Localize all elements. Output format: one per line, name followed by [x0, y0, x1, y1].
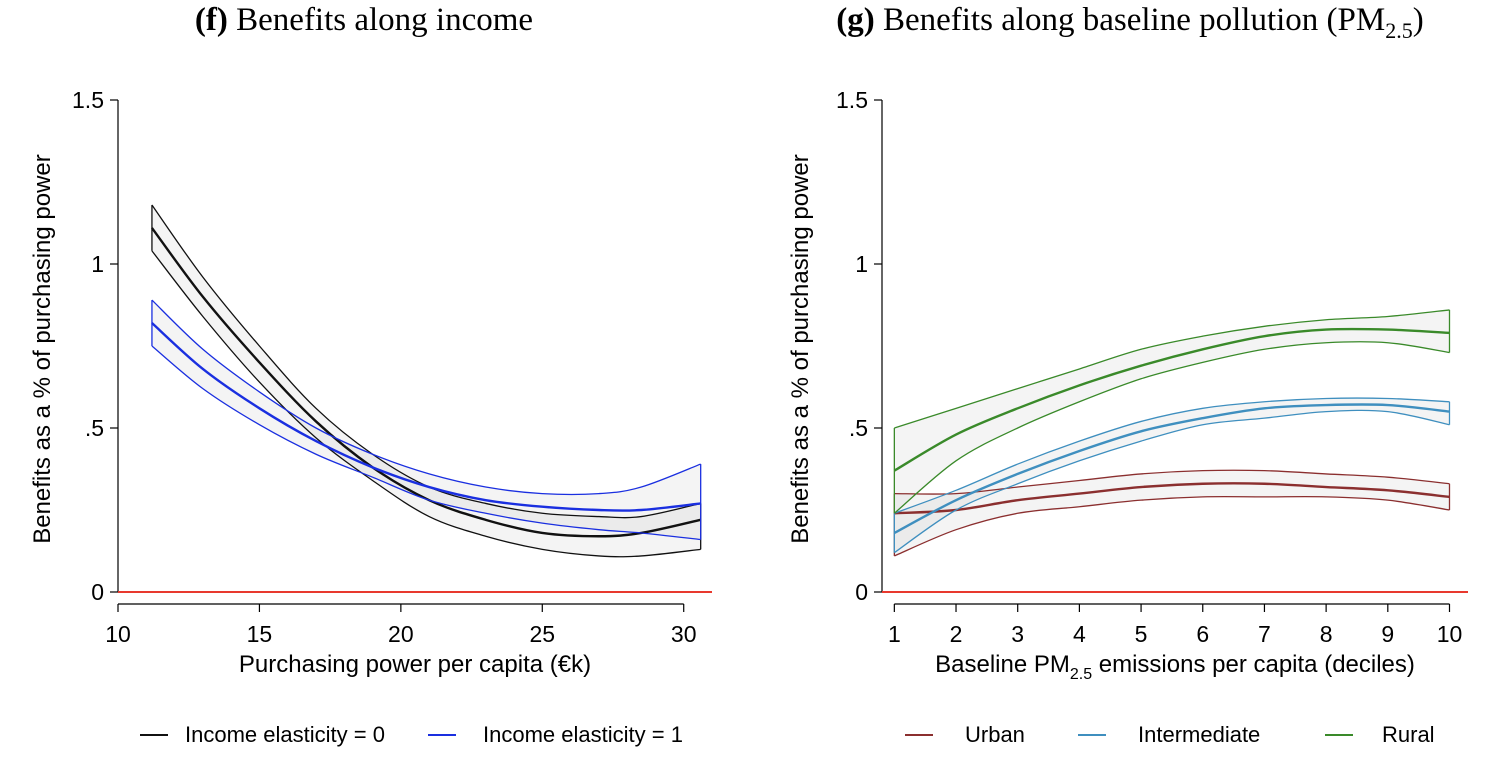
y-tick-label: .5 — [849, 415, 868, 441]
band-lower-edge — [151, 345, 701, 541]
y-tick-label: 1 — [91, 251, 104, 277]
series-line — [151, 322, 701, 512]
series-line — [893, 403, 1450, 535]
legend-label: Income elasticity = 0 — [185, 722, 385, 747]
x-tick-label: 15 — [247, 621, 273, 647]
chart-panel-income: 0 .5 1 1.5 10 15 20 25 30 Benefits as a % of purc… — [29, 87, 712, 747]
x-tick-label: 4 — [1073, 621, 1086, 647]
x-tick-label: 5 — [1135, 621, 1148, 647]
series-line — [894, 482, 1450, 515]
x-axis-label: Baseline PM2.5 emissions per capita (dec… — [935, 651, 1415, 683]
y-tick-label: 0 — [855, 579, 868, 605]
x-tick-label: 1 — [888, 621, 901, 647]
series-line — [150, 227, 701, 538]
x-tick-label: 20 — [388, 621, 414, 647]
y-tick-label: 0 — [91, 579, 104, 605]
y-axis-label: Benefits as a % of purchasing power — [29, 154, 56, 544]
confidence-band — [894, 398, 1450, 553]
y-tick-label: .5 — [85, 415, 104, 441]
x-tick-label: 7 — [1258, 621, 1271, 647]
band-upper-edge — [151, 299, 701, 496]
band-lower-edge — [151, 250, 701, 558]
x-tick-label: 8 — [1320, 621, 1333, 647]
x-axis-label: Purchasing power per capita (€k) — [239, 651, 591, 678]
series-line — [893, 327, 1450, 472]
legend-label: Income elasticity = 1 — [483, 722, 683, 747]
band-upper-edge — [894, 397, 1450, 514]
band-lower-edge — [894, 495, 1450, 557]
y-axis-label: Benefits as a % of purchasing power — [787, 154, 814, 544]
legend-label: Intermediate — [1138, 722, 1260, 747]
band-upper-edge — [894, 469, 1450, 495]
x-tick-label: 2 — [950, 621, 963, 647]
x-tick-label: 10 — [105, 621, 131, 647]
x-tick-label: 30 — [671, 621, 697, 647]
panel-f-title: (f) Benefits along income — [195, 2, 533, 38]
legend-label: Rural — [1382, 722, 1435, 747]
band-lower-edge — [893, 341, 1450, 514]
y-tick-label: 1 — [855, 251, 868, 277]
legend-label: Urban — [965, 722, 1025, 747]
x-tick-label: 10 — [1437, 621, 1463, 647]
x-tick-label: 9 — [1381, 621, 1394, 647]
chart-panel-pollution: 0 .5 1 1.5 1 2 3 4 5 6 7 8 9 10 Benefits as a % of pur… — [787, 87, 1468, 747]
y-tick-label: 1.5 — [72, 87, 104, 113]
x-tick-label: 6 — [1196, 621, 1209, 647]
band-lower-edge — [893, 409, 1450, 554]
confidence-band — [894, 470, 1450, 556]
band-upper-edge — [151, 204, 701, 519]
x-tick-label: 25 — [529, 621, 555, 647]
x-tick-label: 3 — [1011, 621, 1024, 647]
panel-g-title: (g) Benefits along baseline pollution (P… — [836, 2, 1424, 43]
band-upper-edge — [894, 309, 1450, 429]
y-tick-label: 1.5 — [836, 87, 868, 113]
